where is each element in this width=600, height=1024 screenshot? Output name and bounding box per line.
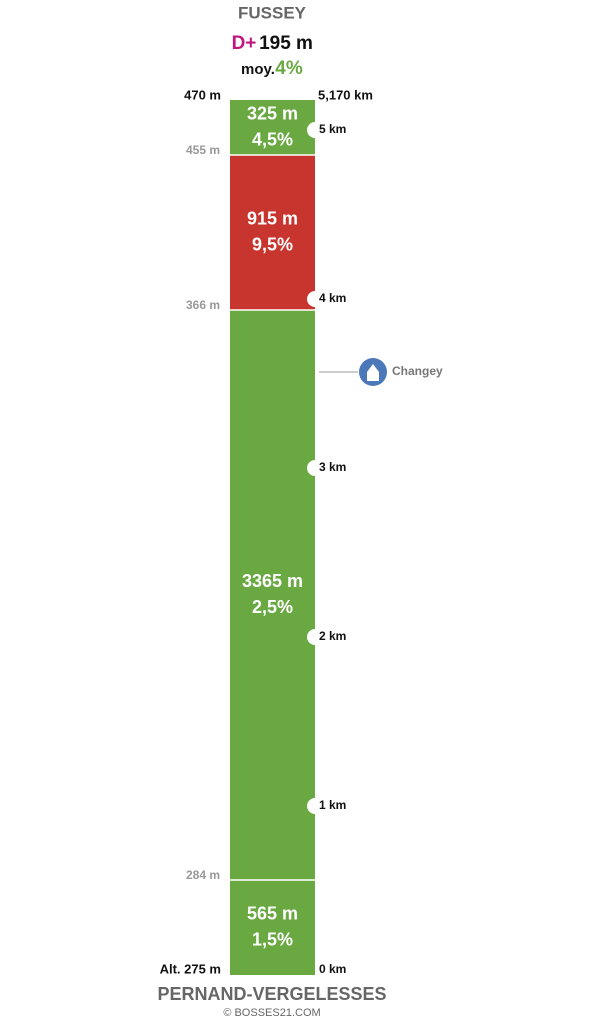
- segment: [230, 100, 315, 155]
- gain-value: 195 m: [259, 33, 313, 54]
- altitude-label: 470 m: [184, 87, 221, 102]
- km-label: 1 km: [319, 798, 346, 812]
- altitude-label: Alt. 275 m: [160, 961, 221, 976]
- segment: [230, 880, 315, 975]
- segment-grade: 4,5%: [252, 129, 293, 149]
- km-label: 0 km: [319, 962, 346, 976]
- km-notch: [307, 291, 323, 307]
- km-notch: [307, 122, 323, 138]
- km-label: 4 km: [319, 291, 346, 305]
- altitude-label: 366 m: [186, 298, 220, 312]
- segment-grade: 2,5%: [252, 597, 293, 617]
- average-label: moy.: [241, 61, 275, 78]
- gain-label: D+: [232, 33, 257, 54]
- km-notch: [307, 629, 323, 645]
- altitude-label: 455 m: [186, 143, 220, 157]
- segment: [230, 310, 315, 880]
- segment: [230, 155, 315, 310]
- waypoint-label: Changey: [392, 364, 443, 378]
- km-label: 3 km: [319, 460, 346, 474]
- credit: © BOSSES21.COM: [223, 1007, 320, 1019]
- climb-title: FUSSEY: [238, 3, 307, 22]
- segment-length: 915 m: [247, 208, 298, 228]
- km-notch: [307, 460, 323, 476]
- segment-length: 565 m: [247, 903, 298, 923]
- segment-grade: 1,5%: [252, 929, 293, 949]
- profile-bar: [230, 100, 315, 975]
- km-label: 2 km: [319, 629, 346, 643]
- km-notch: [307, 798, 323, 814]
- average-value: 4%: [275, 58, 303, 79]
- start-label: PERNAND-VERGELESSES: [157, 984, 386, 1004]
- altitude-label: 284 m: [186, 868, 220, 882]
- segment-grade: 9,5%: [252, 234, 293, 254]
- segment-length: 3365 m: [242, 571, 303, 591]
- km-label: 5 km: [319, 122, 346, 136]
- segment-length: 325 m: [247, 103, 298, 123]
- total-distance: 5,170 km: [318, 87, 373, 102]
- church-icon: [367, 364, 379, 381]
